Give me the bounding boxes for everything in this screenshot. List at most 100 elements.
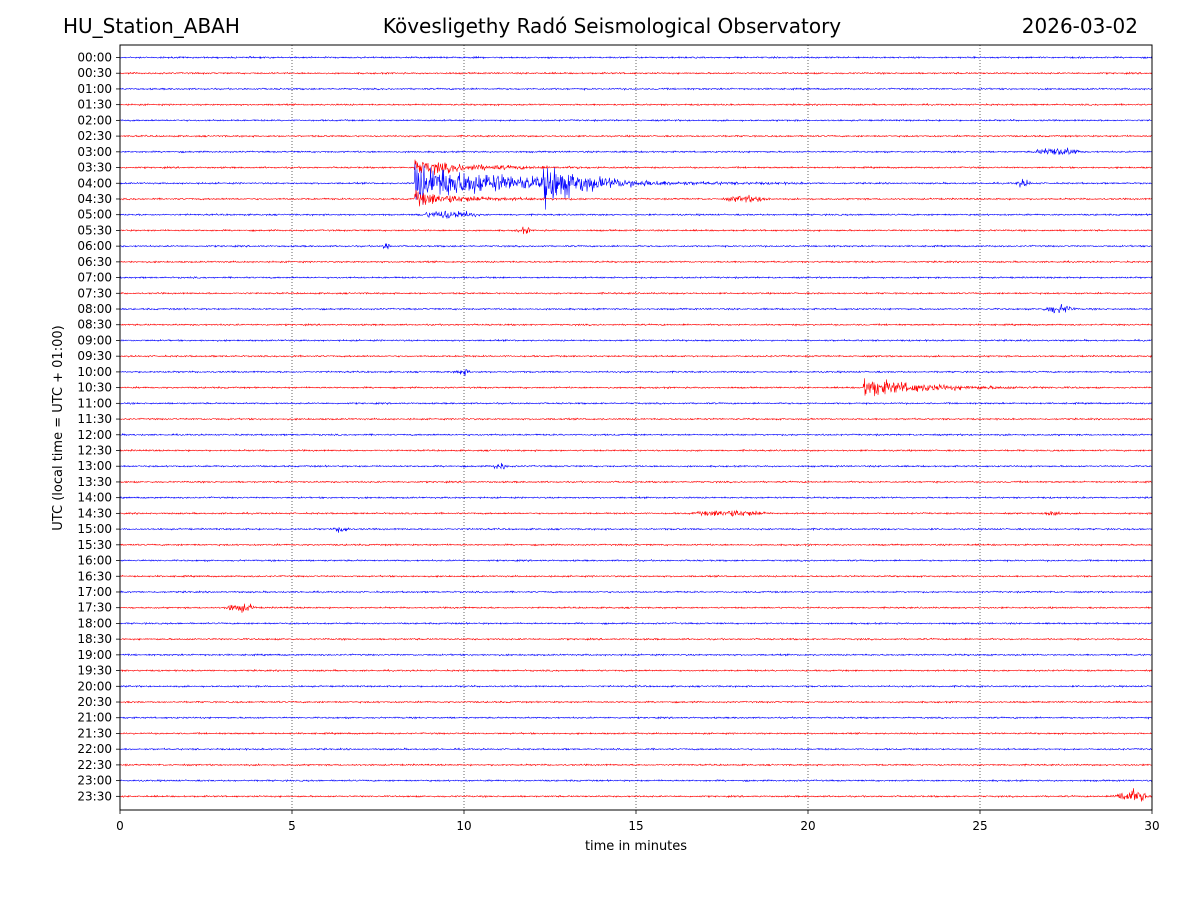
trace-0230 — [119, 134, 1153, 139]
y-tick-label: 18:00 — [77, 616, 112, 630]
x-tick-label: 30 — [1144, 819, 1159, 833]
x-tick-label: 10 — [456, 819, 471, 833]
trace-1500 — [119, 526, 1153, 533]
y-tick-label: 23:00 — [77, 774, 112, 788]
y-tick-label: 01:00 — [77, 82, 112, 96]
trace-0600 — [119, 243, 1153, 250]
y-tick-label: 05:00 — [77, 208, 112, 222]
y-tick-label: 20:30 — [77, 695, 112, 709]
y-tick-label: 08:00 — [77, 302, 112, 316]
x-tick-label: 25 — [972, 819, 987, 833]
page-title: Kövesligethy Radó Seismological Observat… — [382, 14, 842, 38]
trace-0500 — [119, 210, 1153, 219]
y-tick-label: 19:00 — [77, 648, 112, 662]
trace-1900 — [119, 653, 1153, 657]
trace-0200 — [119, 118, 1153, 123]
trace-0800 — [119, 304, 1153, 314]
y-tick-label: 02:30 — [77, 129, 112, 143]
trace-2030 — [119, 700, 1153, 704]
y-tick-label: 16:00 — [77, 554, 112, 568]
trace-0130 — [119, 102, 1153, 107]
y-tick-label: 21:30 — [77, 726, 112, 740]
trace-1530 — [119, 543, 1153, 547]
y-tick-label: 17:30 — [77, 601, 112, 615]
y-tick-label: 12:00 — [77, 428, 112, 442]
x-tick-label: 20 — [800, 819, 815, 833]
y-tick-label: 10:00 — [77, 365, 112, 379]
trace-2200 — [119, 747, 1153, 751]
y-tick-label: 06:00 — [77, 239, 112, 253]
y-tick-label: 00:00 — [77, 51, 112, 65]
y-tick-label: 13:30 — [77, 475, 112, 489]
y-tick-label: 07:00 — [77, 271, 112, 285]
trace-0900 — [119, 338, 1153, 343]
trace-0400 — [119, 163, 1153, 210]
y-tick-label: 11:00 — [77, 396, 112, 410]
trace-2230 — [119, 763, 1153, 767]
trace-1300 — [119, 462, 1153, 470]
y-tick-label: 10:30 — [77, 381, 112, 395]
x-tick-label: 0 — [116, 819, 124, 833]
trace-1330 — [119, 480, 1153, 484]
trace-0530 — [119, 226, 1153, 235]
trace-0100 — [119, 87, 1153, 91]
y-tick-label: 15:00 — [77, 522, 112, 536]
y-tick-label: 19:30 — [77, 664, 112, 678]
y-tick-label: 05:30 — [77, 223, 112, 237]
y-tick-label: 06:30 — [77, 255, 112, 269]
trace-1100 — [119, 401, 1153, 406]
y-tick-label: 20:00 — [77, 679, 112, 693]
trace-1430 — [119, 509, 1153, 518]
y-tick-label: 04:30 — [77, 192, 112, 206]
x-axis-ticks: 0 5 10 15 20 25 30 — [116, 810, 1160, 833]
trace-2000 — [119, 684, 1153, 689]
y-axis-label: UTC (local time = UTC + 01:00) — [51, 325, 66, 530]
trace-1930 — [119, 668, 1153, 673]
trace-0300 — [119, 147, 1153, 156]
trace-0430 — [119, 189, 1153, 207]
y-tick-label: 22:30 — [77, 758, 112, 772]
seismogram-traces — [119, 55, 1153, 802]
trace-0630 — [119, 260, 1153, 264]
y-tick-label: 07:30 — [77, 286, 112, 300]
y-tick-label: 14:30 — [77, 506, 112, 520]
y-tick-label: 09:30 — [77, 349, 112, 363]
trace-0330 — [119, 159, 1153, 175]
y-tick-label: 11:30 — [77, 412, 112, 426]
trace-1130 — [119, 417, 1153, 421]
trace-1230 — [119, 448, 1153, 453]
y-tick-label: 02:00 — [77, 113, 112, 127]
y-tick-label: 01:30 — [77, 98, 112, 112]
y-tick-label: 18:30 — [77, 632, 112, 646]
trace-2130 — [119, 731, 1153, 736]
trace-0830 — [119, 323, 1153, 327]
y-tick-label: 03:00 — [77, 145, 112, 159]
y-tick-label: 03:30 — [77, 161, 112, 175]
y-tick-label: 12:30 — [77, 444, 112, 458]
grid-lines — [291, 45, 981, 810]
y-tick-label: 15:30 — [77, 538, 112, 552]
y-tick-label: 13:00 — [77, 459, 112, 473]
trace-1400 — [119, 495, 1153, 500]
trace-2100 — [119, 716, 1153, 720]
trace-1200 — [119, 432, 1153, 437]
trace-1830 — [119, 637, 1153, 642]
y-tick-label: 23:30 — [77, 789, 112, 803]
y-tick-label: 04:00 — [77, 176, 112, 190]
y-tick-label: 14:00 — [77, 491, 112, 505]
y-tick-label: 16:30 — [77, 569, 112, 583]
trace-0730 — [119, 291, 1153, 296]
y-tick-label: 09:00 — [77, 333, 112, 347]
trace-0930 — [119, 354, 1153, 358]
y-tick-label: 00:30 — [77, 66, 112, 80]
trace-2300 — [119, 778, 1153, 783]
trace-1600 — [119, 558, 1153, 563]
trace-0000 — [119, 55, 1153, 60]
trace-1030 — [119, 378, 1153, 397]
trace-2330 — [119, 788, 1153, 802]
trace-0700 — [119, 275, 1153, 280]
x-tick-label: 15 — [628, 819, 643, 833]
station-name: HU_Station_ABAH — [63, 14, 240, 38]
